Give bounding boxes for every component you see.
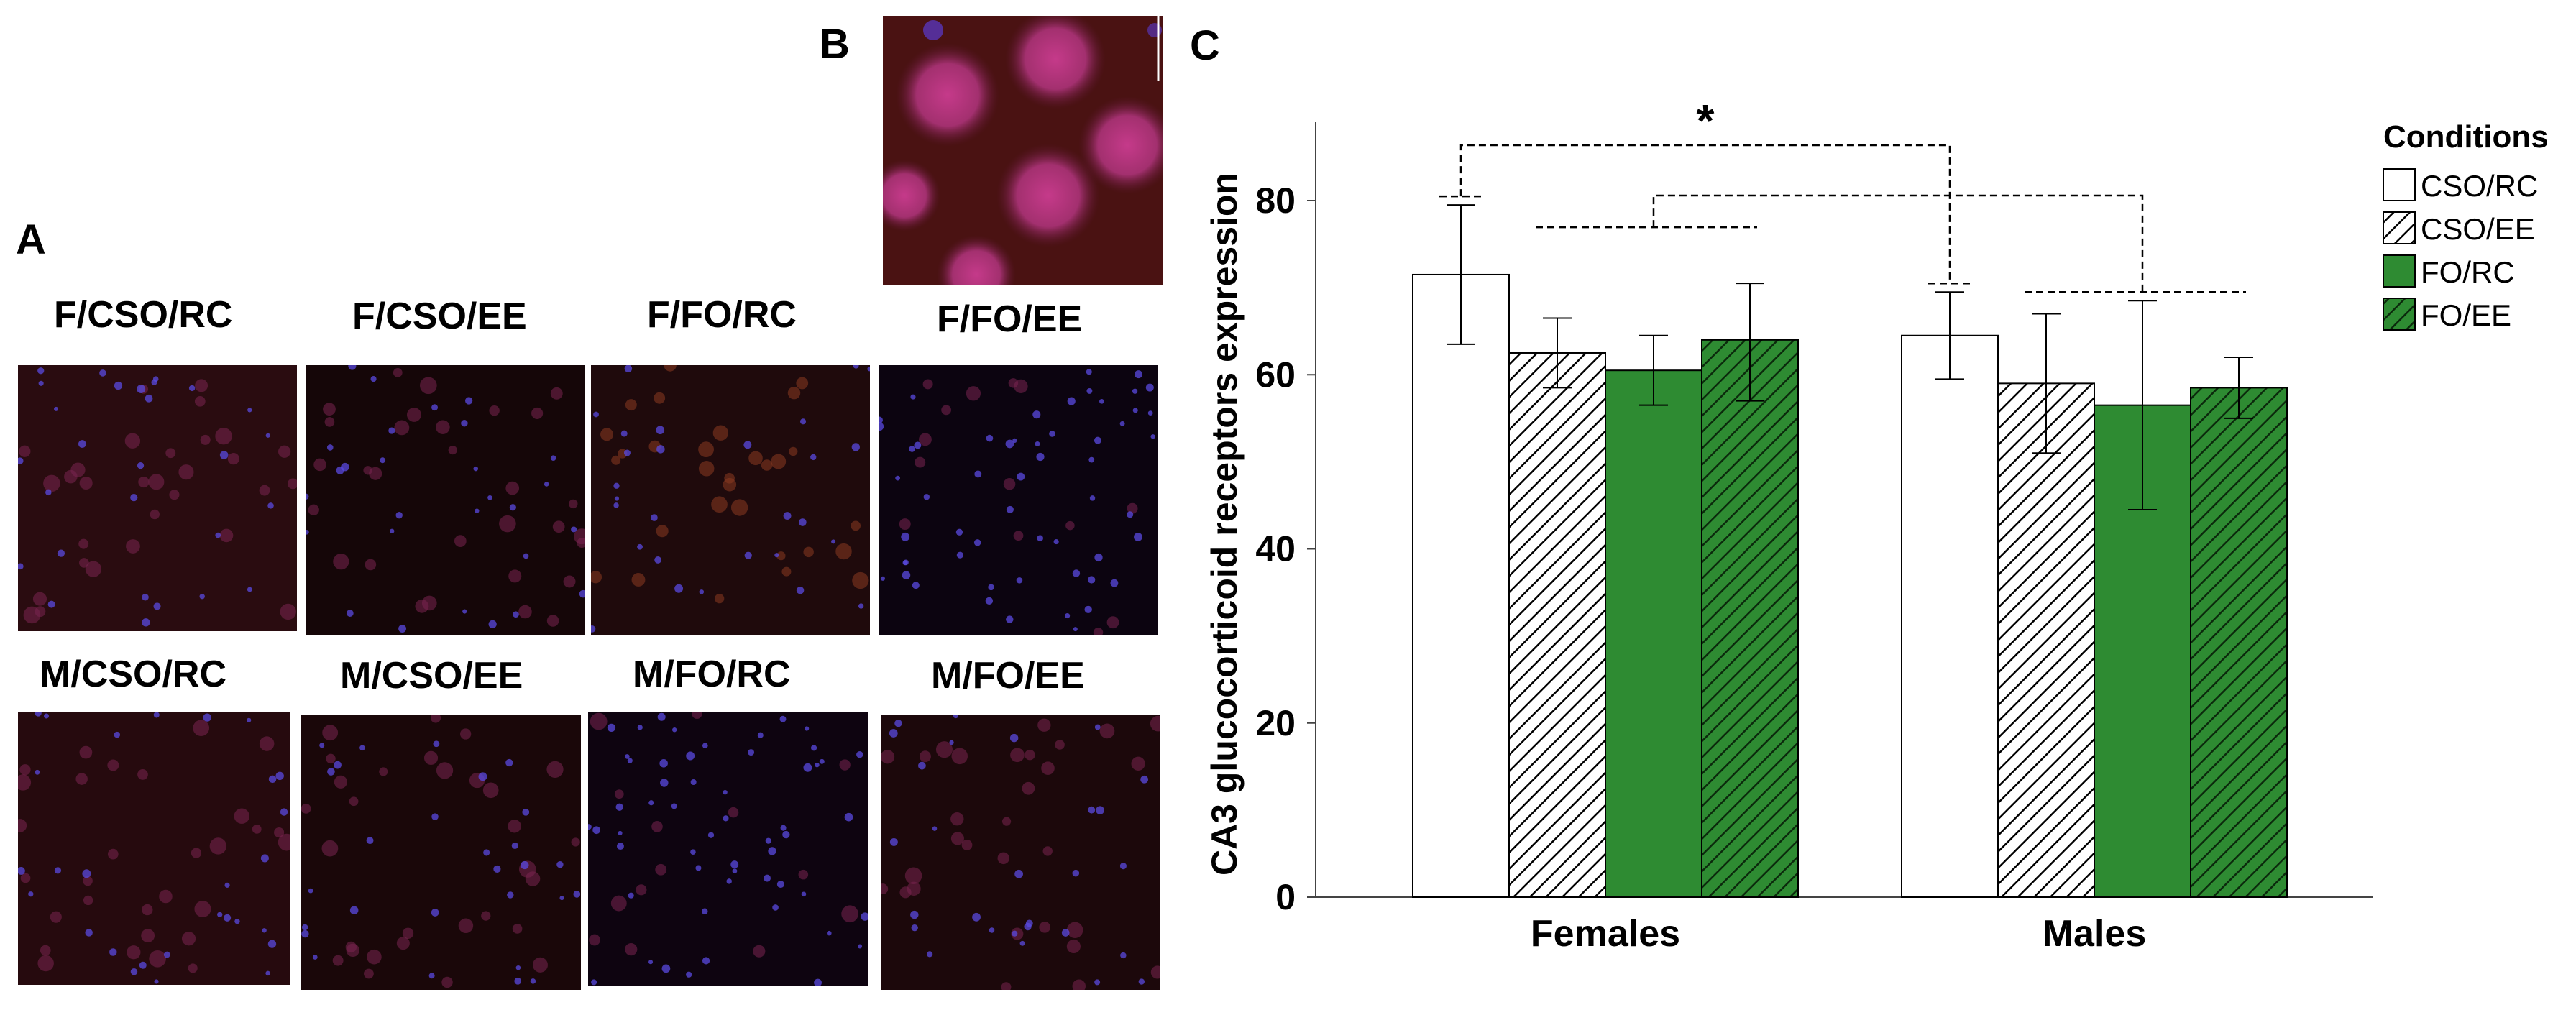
- legend-label: CSO/RC: [2421, 169, 2538, 203]
- micrograph-label: M/CSO/EE: [340, 655, 523, 697]
- micrograph-label: F/FO/EE: [937, 298, 1083, 340]
- panel-letter-c: C: [1190, 22, 1220, 69]
- bar-chart: 0 20 40 60 80 CA3 glucocorticoid receptors ex…: [1208, 95, 2549, 955]
- micrograph-label: M/FO/EE: [931, 655, 1085, 697]
- inset-micrograph: [883, 16, 1163, 285]
- legend-swatch: [2383, 298, 2416, 331]
- legend-swatch: [2383, 254, 2416, 288]
- micrograph: [588, 712, 868, 986]
- y-tick-label: 80: [1255, 180, 1296, 221]
- micrograph-label: M/FO/RC: [633, 653, 791, 695]
- micrograph-label: F/FO/RC: [647, 294, 797, 336]
- legend-swatch: [2383, 211, 2416, 244]
- legend-swatch: [2383, 168, 2416, 201]
- y-tick-label: 20: [1255, 703, 1296, 743]
- micrograph: [301, 715, 581, 990]
- legend-label: FO/EE: [2421, 298, 2511, 332]
- bar: [1901, 334, 1999, 898]
- bar: [1701, 339, 1799, 899]
- micrograph: [306, 365, 585, 635]
- significance-bracket: [1536, 194, 2246, 293]
- micrograph: [591, 365, 870, 635]
- micrograph: [881, 715, 1160, 990]
- panel-letter-b: B: [820, 21, 850, 68]
- bar: [2190, 387, 2288, 899]
- y-axis-label: CA3 glucocorticoid receptors expression: [1208, 173, 1245, 876]
- bar: [1605, 369, 1702, 898]
- micrograph-label: F/CSO/EE: [352, 295, 527, 337]
- y-tick-label: 40: [1255, 529, 1296, 569]
- legend-label: CSO/EE: [2421, 212, 2535, 246]
- legend-label: FO/RC: [2421, 255, 2515, 289]
- y-tick-label: 0: [1275, 877, 1296, 917]
- x-category-label: Females: [1531, 913, 1680, 955]
- bar: [1508, 352, 1606, 898]
- micrograph-label: F/CSO/RC: [54, 294, 233, 336]
- micrograph: [879, 365, 1158, 635]
- significance-marker: *: [1697, 95, 1715, 147]
- y-tick-label: 60: [1255, 354, 1296, 395]
- bar: [1412, 273, 1510, 898]
- micrograph: [18, 365, 297, 631]
- panel-letter-a: A: [16, 216, 46, 263]
- significance-bracket: [1439, 144, 1971, 285]
- micrograph: [18, 712, 290, 985]
- x-category-label: Males: [2043, 913, 2147, 955]
- bar: [1997, 382, 2095, 898]
- legend-title: Conditions: [2383, 119, 2549, 155]
- micrograph-label: M/CSO/RC: [40, 653, 226, 695]
